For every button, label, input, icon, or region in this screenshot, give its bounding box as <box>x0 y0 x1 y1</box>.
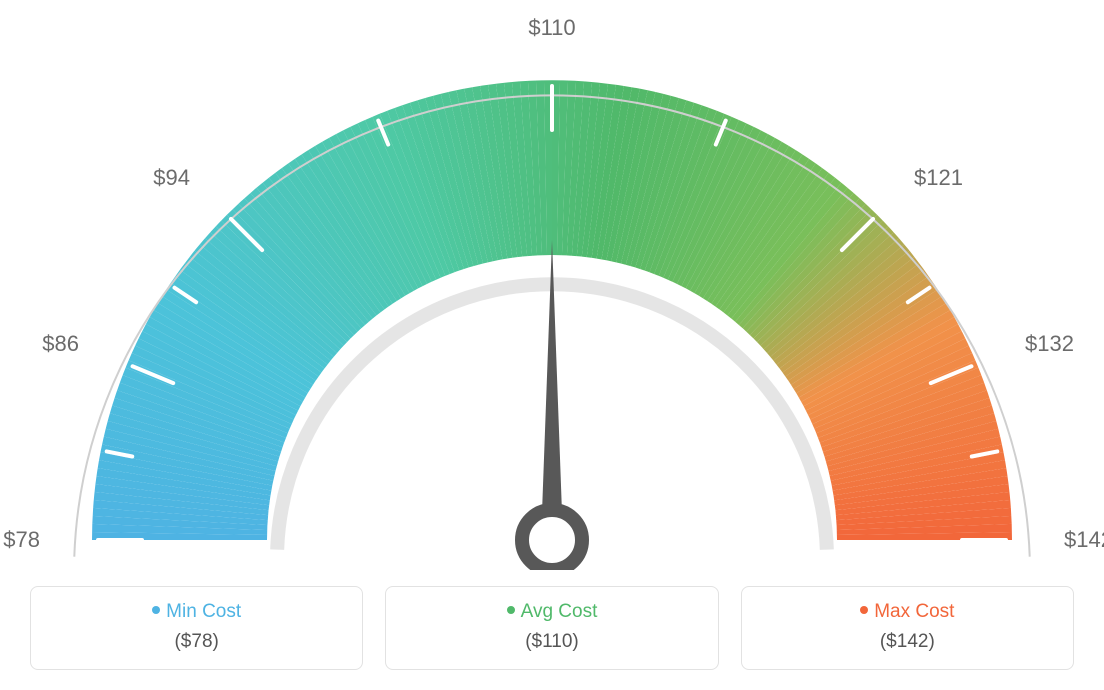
legend-avg-label: Avg Cost <box>396 601 707 623</box>
legend-max-label-text: Max Cost <box>874 601 954 622</box>
gauge-tick-label: $142 <box>1064 527 1104 552</box>
legend-max-label: Max Cost <box>752 601 1063 623</box>
gauge-tick-label: $94 <box>153 165 190 190</box>
cost-gauge-chart: $78 $86 $94 $110 $121 $132 $142 Min Cost ($78)… <box>0 0 1104 690</box>
dot-icon <box>507 606 515 614</box>
gauge-svg: $78 $86 $94 $110 $121 $132 $142 <box>0 0 1104 570</box>
legend-avg-value: ($110) <box>396 631 707 653</box>
gauge-tick-label: $78 <box>3 527 40 552</box>
gauge-area: $78 $86 $94 $110 $121 $132 $142 <box>0 0 1104 570</box>
gauge-tick-label: $121 <box>914 165 963 190</box>
legend-max-value: ($142) <box>752 631 1063 653</box>
gauge-tick-label: $132 <box>1025 331 1074 356</box>
gauge-tick-label: $110 <box>528 15 575 40</box>
legend-min-value: ($78) <box>41 631 352 653</box>
legend-card-avg: Avg Cost ($110) <box>385 586 718 670</box>
gauge-tick-label: $86 <box>42 331 79 356</box>
legend-min-label-text: Min Cost <box>166 601 241 622</box>
legend-row: Min Cost ($78) Avg Cost ($110) Max Cost … <box>0 586 1104 670</box>
dot-icon <box>860 606 868 614</box>
legend-card-max: Max Cost ($142) <box>741 586 1074 670</box>
legend-min-label: Min Cost <box>41 601 352 623</box>
dot-icon <box>152 606 160 614</box>
legend-avg-label-text: Avg Cost <box>521 601 598 622</box>
legend-card-min: Min Cost ($78) <box>30 586 363 670</box>
